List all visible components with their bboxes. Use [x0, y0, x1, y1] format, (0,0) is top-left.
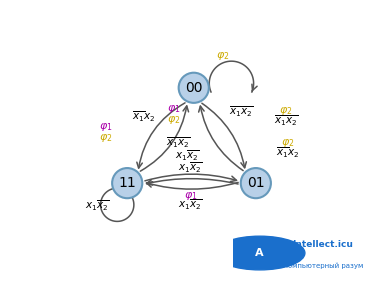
- Circle shape: [179, 73, 209, 103]
- Text: 00: 00: [185, 81, 203, 95]
- Text: $x_1\overline{x_2}$: $x_1\overline{x_2}$: [175, 148, 199, 163]
- Text: $x_1\overline{x_2}$: $x_1\overline{x_2}$: [178, 160, 203, 175]
- Text: 01: 01: [247, 176, 265, 190]
- FancyArrowPatch shape: [140, 106, 188, 171]
- FancyArrowPatch shape: [145, 174, 237, 181]
- FancyArrowPatch shape: [199, 106, 243, 170]
- Text: Компьютерный разум: Компьютерный разум: [283, 262, 363, 269]
- Text: $\overline{x_1}x_2$: $\overline{x_1}x_2$: [276, 146, 300, 160]
- Circle shape: [241, 168, 271, 198]
- Text: $\overline{x_1}\overline{x_2}$: $\overline{x_1}\overline{x_2}$: [229, 105, 254, 119]
- Circle shape: [112, 168, 142, 198]
- FancyArrowPatch shape: [202, 103, 246, 168]
- Text: $\varphi_2$: $\varphi_2$: [279, 105, 292, 117]
- Text: $\varphi_1$: $\varphi_1$: [167, 103, 181, 115]
- Text: $\varphi_1$: $\varphi_1$: [184, 190, 197, 202]
- Text: $\varphi_2$: $\varphi_2$: [167, 114, 181, 126]
- Text: $\overline{x_1}x_2$: $\overline{x_1}x_2$: [132, 109, 156, 124]
- Text: $\varphi_1$: $\varphi_1$: [99, 121, 113, 133]
- Text: $\overline{x_1}\overline{x_2}$: $\overline{x_1}\overline{x_2}$: [166, 136, 190, 150]
- Text: A: A: [255, 248, 264, 258]
- Circle shape: [215, 236, 305, 270]
- FancyArrowPatch shape: [147, 179, 238, 185]
- FancyArrowPatch shape: [137, 103, 185, 168]
- FancyArrowPatch shape: [147, 182, 238, 189]
- Text: $x_1\overline{x_2}$: $x_1\overline{x_2}$: [178, 197, 203, 212]
- Text: $\varphi_2$: $\varphi_2$: [99, 132, 113, 144]
- Text: $x_1\overline{x_2}$: $x_1\overline{x_2}$: [85, 198, 109, 213]
- Text: $\varphi_2$: $\varphi_2$: [216, 50, 229, 62]
- Text: $\varphi_2$: $\varphi_2$: [281, 137, 295, 149]
- Text: $\overline{x_1}\overline{x_2}$: $\overline{x_1}\overline{x_2}$: [274, 114, 298, 128]
- Text: 11: 11: [118, 176, 136, 190]
- Text: Intellect.icu: Intellect.icu: [292, 240, 353, 249]
